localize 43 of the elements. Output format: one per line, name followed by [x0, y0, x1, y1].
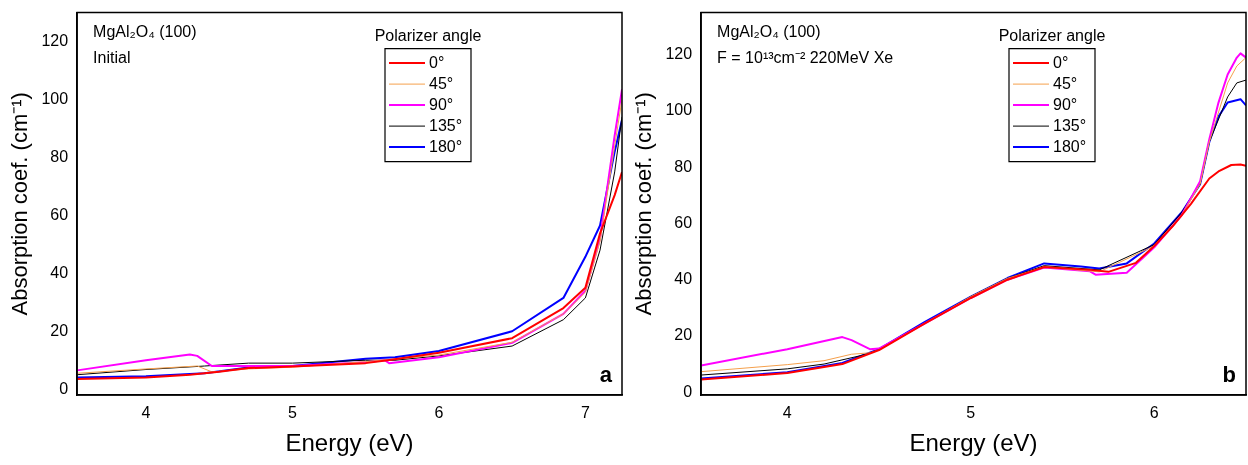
- annotation: Initial: [93, 49, 131, 67]
- annotation: F = 10¹³cm⁻² 220MeV Xe: [717, 49, 894, 67]
- y-tick-label: 20: [50, 321, 69, 339]
- x-tick-label: 5: [287, 404, 297, 422]
- y-tick-label: 0: [683, 382, 693, 400]
- y-tick-label: 100: [41, 89, 69, 107]
- legend-label: 45°: [1053, 74, 1078, 92]
- annotation: MgAl₂O₄ (100): [93, 23, 197, 41]
- x-tick-label: 6: [1149, 404, 1159, 422]
- y-tick-label: 120: [665, 45, 693, 63]
- x-tick-label: 7: [580, 404, 590, 422]
- y-tick-label: 100: [665, 101, 693, 119]
- x-axis-title: Energy (eV): [285, 429, 414, 457]
- legend-label: 0°: [429, 53, 445, 71]
- y-tick-label: 60: [674, 213, 693, 231]
- annotation: a: [599, 362, 613, 388]
- legend-label: 0°: [1053, 53, 1069, 71]
- y-tick-label: 60: [50, 205, 69, 223]
- y-tick-label: 80: [674, 157, 693, 175]
- legend-label: 135°: [429, 116, 463, 134]
- annotation: b: [1222, 362, 1236, 388]
- legend-label: 45°: [429, 74, 454, 92]
- legend-title: Polarizer angle: [998, 27, 1106, 45]
- y-axis-title: Absorption coef. (cm⁻¹): [631, 92, 657, 316]
- x-axis-title: Energy (eV): [909, 429, 1038, 457]
- legend-label: 180°: [429, 137, 463, 155]
- x-tick-label: 6: [434, 404, 444, 422]
- legend-title: Polarizer angle: [374, 27, 482, 45]
- x-tick-label: 4: [782, 404, 792, 422]
- legend-label: 90°: [1053, 95, 1078, 113]
- y-tick-label: 40: [674, 270, 693, 288]
- y-tick-label: 0: [59, 379, 69, 397]
- annotation: MgAl₂O₄ (100): [717, 23, 821, 41]
- y-tick-label: 120: [41, 31, 69, 49]
- x-tick-label: 4: [141, 404, 151, 422]
- y-axis-title: Absorption coef. (cm⁻¹): [7, 92, 33, 316]
- x-tick-label: 5: [966, 404, 976, 422]
- legend-label: 135°: [1053, 116, 1087, 134]
- y-tick-label: 80: [50, 147, 69, 165]
- y-tick-label: 20: [674, 326, 693, 344]
- y-tick-label: 40: [50, 263, 69, 281]
- legend-label: 180°: [1053, 137, 1087, 155]
- legend-label: 90°: [429, 95, 454, 113]
